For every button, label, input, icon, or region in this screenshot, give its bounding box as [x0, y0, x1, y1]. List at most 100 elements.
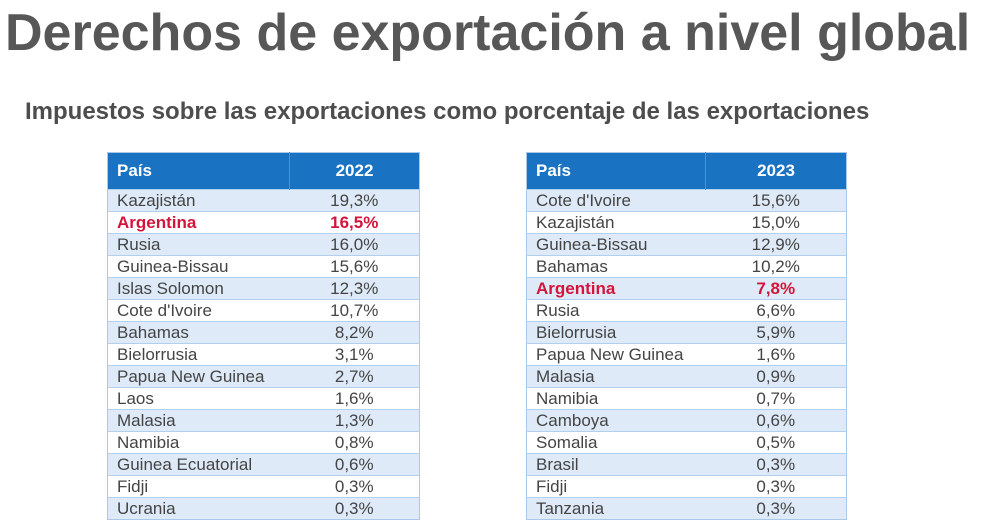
value-cell: 1,6% — [289, 387, 420, 410]
country-cell: Guinea Ecuatorial — [107, 453, 290, 476]
country-cell: Rusia — [526, 299, 706, 322]
country-cell: Bahamas — [107, 321, 290, 344]
table-row: Somalia 0,5% — [526, 431, 847, 454]
value-cell: 2,7% — [289, 365, 420, 388]
value-cell: 0,3% — [289, 497, 420, 520]
table-row: Rusia 6,6% — [526, 299, 847, 322]
country-cell: Guinea-Bissau — [107, 255, 290, 278]
table-row: Kazajistán 19,3% — [107, 189, 420, 212]
table-row: Bielorrusia 5,9% — [526, 321, 847, 344]
value-cell: 0,3% — [705, 453, 847, 476]
table-row: Malasia 0,9% — [526, 365, 847, 388]
table-row: Namibia 0,8% — [107, 431, 420, 454]
table-row: Ucrania 0,3% — [107, 497, 420, 520]
column-header-country: País — [107, 152, 290, 190]
country-cell: Cote d'Ivoire — [526, 189, 706, 212]
value-cell: 16,5% — [289, 211, 420, 234]
value-cell: 7,8% — [705, 277, 847, 300]
country-cell: Guinea-Bissau — [526, 233, 706, 256]
country-cell: Somalia — [526, 431, 706, 454]
country-cell: Kazajistán — [107, 189, 290, 212]
table-row: Laos 1,6% — [107, 387, 420, 410]
table-row: Guinea-Bissau 12,9% — [526, 233, 847, 256]
country-cell: Argentina — [107, 211, 290, 234]
table-row: Bahamas 10,2% — [526, 255, 847, 278]
country-cell: Namibia — [107, 431, 290, 454]
table-header-row: País 2022 — [107, 152, 420, 190]
page-title: Derechos de exportación a nivel global — [5, 4, 971, 62]
value-cell: 0,8% — [289, 431, 420, 454]
table-row: Cote d'Ivoire 10,7% — [107, 299, 420, 322]
table-row: Guinea Ecuatorial 0,6% — [107, 453, 420, 476]
value-cell: 12,3% — [289, 277, 420, 300]
table-row: Namibia 0,7% — [526, 387, 847, 410]
table-row: Cote d'Ivoire 15,6% — [526, 189, 847, 212]
table-row: Rusia 16,0% — [107, 233, 420, 256]
table-row: Bielorrusia 3,1% — [107, 343, 420, 366]
export-tax-table-2022: País 2022 Kazajistán 19,3% Argentina 16,5% R… — [107, 152, 420, 520]
value-cell: 0,6% — [289, 453, 420, 476]
value-cell: 0,3% — [705, 497, 847, 520]
value-cell: 1,6% — [705, 343, 847, 366]
value-cell: 0,3% — [705, 475, 847, 498]
table-row: Tanzania 0,3% — [526, 497, 847, 520]
value-cell: 10,7% — [289, 299, 420, 322]
column-header-year: 2023 — [705, 152, 847, 190]
value-cell: 15,6% — [289, 255, 420, 278]
country-cell: Fidji — [526, 475, 706, 498]
country-cell: Brasil — [526, 453, 706, 476]
country-cell: Papua New Guinea — [107, 365, 290, 388]
country-cell: Rusia — [107, 233, 290, 256]
table-row-highlighted: Argentina 7,8% — [526, 277, 847, 300]
table-header-row: País 2023 — [526, 152, 847, 190]
value-cell: 0,5% — [705, 431, 847, 454]
table-row: Guinea-Bissau 15,6% — [107, 255, 420, 278]
table-row: Brasil 0,3% — [526, 453, 847, 476]
country-cell: Tanzania — [526, 497, 706, 520]
country-cell: Bielorrusia — [526, 321, 706, 344]
country-cell: Bahamas — [526, 255, 706, 278]
country-cell: Namibia — [526, 387, 706, 410]
country-cell: Papua New Guinea — [526, 343, 706, 366]
value-cell: 3,1% — [289, 343, 420, 366]
country-cell: Ucrania — [107, 497, 290, 520]
table-row: Malasia 1,3% — [107, 409, 420, 432]
country-cell: Laos — [107, 387, 290, 410]
column-header-country: País — [526, 152, 706, 190]
value-cell: 0,7% — [705, 387, 847, 410]
table-row: Papua New Guinea 2,7% — [107, 365, 420, 388]
value-cell: 5,9% — [705, 321, 847, 344]
table-row: Camboya 0,6% — [526, 409, 847, 432]
page-subtitle: Impuestos sobre las exportaciones como p… — [25, 98, 870, 125]
country-cell: Argentina — [526, 277, 706, 300]
table-row: Kazajistán 15,0% — [526, 211, 847, 234]
country-cell: Camboya — [526, 409, 706, 432]
country-cell: Cote d'Ivoire — [107, 299, 290, 322]
table-row: Islas Solomon 12,3% — [107, 277, 420, 300]
column-header-year: 2022 — [289, 152, 420, 190]
table-row: Fidji 0,3% — [107, 475, 420, 498]
export-tax-table-2023: País 2023 Cote d'Ivoire 15,6% Kazajistán 15… — [526, 152, 847, 520]
value-cell: 19,3% — [289, 189, 420, 212]
value-cell: 0,3% — [289, 475, 420, 498]
country-cell: Malasia — [107, 409, 290, 432]
value-cell: 8,2% — [289, 321, 420, 344]
table-row: Fidji 0,3% — [526, 475, 847, 498]
value-cell: 1,3% — [289, 409, 420, 432]
country-cell: Kazajistán — [526, 211, 706, 234]
value-cell: 0,9% — [705, 365, 847, 388]
value-cell: 15,0% — [705, 211, 847, 234]
country-cell: Bielorrusia — [107, 343, 290, 366]
table-row: Bahamas 8,2% — [107, 321, 420, 344]
value-cell: 0,6% — [705, 409, 847, 432]
value-cell: 15,6% — [705, 189, 847, 212]
country-cell: Malasia — [526, 365, 706, 388]
country-cell: Islas Solomon — [107, 277, 290, 300]
value-cell: 10,2% — [705, 255, 847, 278]
value-cell: 16,0% — [289, 233, 420, 256]
table-row: Papua New Guinea 1,6% — [526, 343, 847, 366]
value-cell: 6,6% — [705, 299, 847, 322]
country-cell: Fidji — [107, 475, 290, 498]
value-cell: 12,9% — [705, 233, 847, 256]
table-row-highlighted: Argentina 16,5% — [107, 211, 420, 234]
